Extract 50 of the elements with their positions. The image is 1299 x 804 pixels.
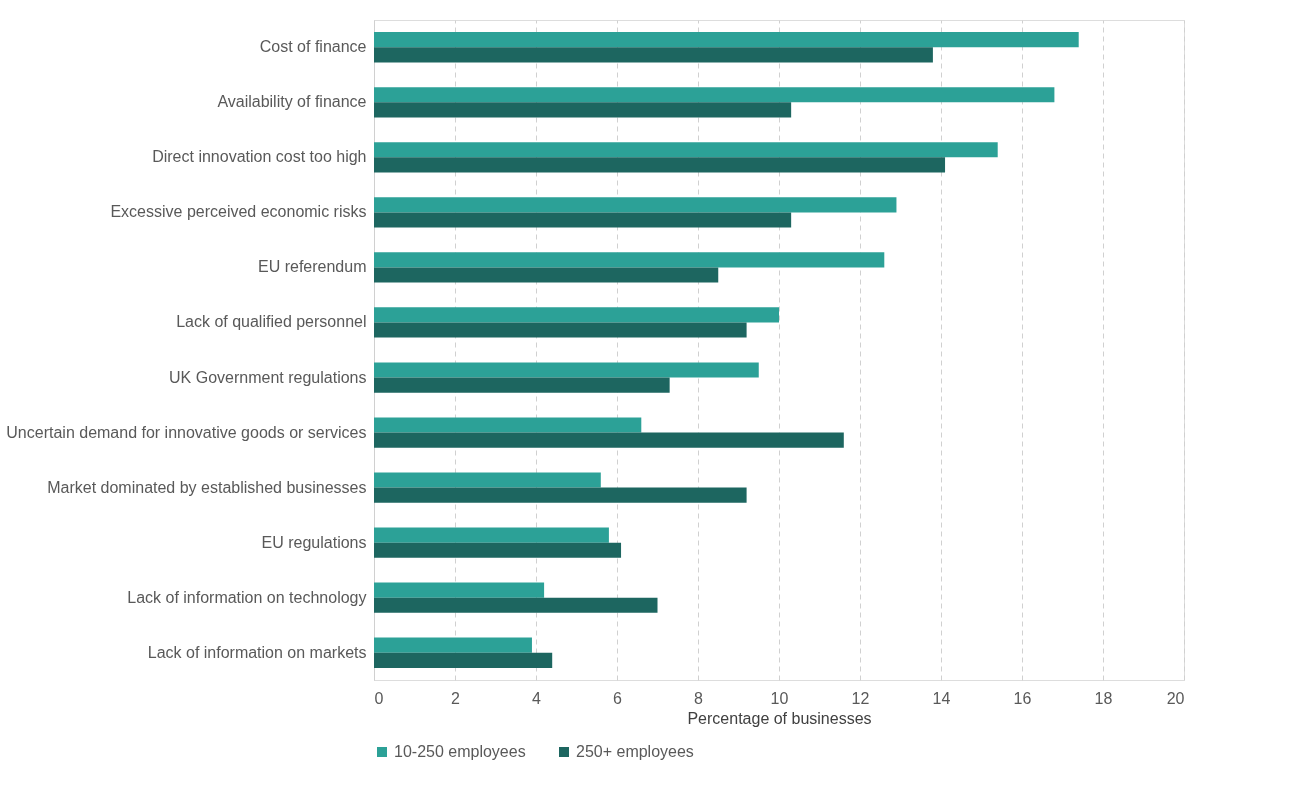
bar	[374, 582, 545, 598]
x-tick-label: 4	[532, 689, 542, 707]
y-tick-label: Uncertain demand for innovative goods or services	[6, 423, 367, 441]
bar	[374, 432, 844, 448]
y-tick-label: Lack of information on technology	[127, 588, 367, 606]
bar	[374, 472, 601, 488]
x-tick-label: 16	[1013, 689, 1032, 707]
bar	[374, 362, 759, 378]
y-tick-label: Cost of finance	[259, 38, 367, 56]
legend-label: 250+ employees	[576, 743, 694, 760]
bar	[374, 652, 553, 668]
x-tick-label: 20	[1166, 689, 1185, 707]
bar	[374, 307, 779, 323]
x-tick-label: 18	[1094, 689, 1113, 707]
y-tick-label: UK Government regulations	[169, 368, 367, 386]
y-tick-label: Direct innovation cost too high	[152, 148, 367, 166]
bar	[374, 32, 1079, 48]
x-tick-label: 10	[770, 689, 789, 707]
y-tick-label: Availability of finance	[217, 93, 367, 111]
y-tick-label: Excessive perceived economic risks	[110, 203, 367, 221]
y-tick-label: EU regulations	[261, 533, 367, 551]
y-tick-label: EU referendum	[258, 258, 367, 276]
y-tick-label: Market dominated by established businesses	[47, 478, 367, 496]
bar	[374, 102, 792, 118]
bar	[374, 157, 946, 173]
bar	[374, 417, 642, 433]
bar	[374, 637, 532, 653]
bar	[374, 197, 897, 213]
bar	[374, 487, 747, 503]
bar	[374, 597, 658, 613]
x-tick-label: 0	[374, 689, 384, 707]
x-tick-label: 8	[694, 689, 704, 707]
bar	[374, 542, 622, 558]
bar	[374, 47, 933, 63]
bar	[374, 322, 747, 338]
x-axis-title: Percentage of businesses	[687, 709, 872, 727]
bar	[374, 377, 670, 393]
y-tick-label: Lack of information on markets	[147, 643, 367, 661]
y-tick-label: Lack of qualified personnel	[176, 313, 367, 331]
bar	[374, 142, 998, 158]
bar	[374, 527, 609, 543]
x-tick-label: 2	[451, 689, 461, 707]
bar	[374, 87, 1055, 103]
x-tick-label: 14	[932, 689, 951, 707]
bar	[374, 252, 885, 268]
legend-label: 10-250 employees	[394, 743, 526, 760]
bar	[374, 267, 719, 283]
x-tick-label: 12	[851, 689, 870, 707]
x-tick-label: 6	[613, 689, 623, 707]
bar	[374, 212, 792, 228]
